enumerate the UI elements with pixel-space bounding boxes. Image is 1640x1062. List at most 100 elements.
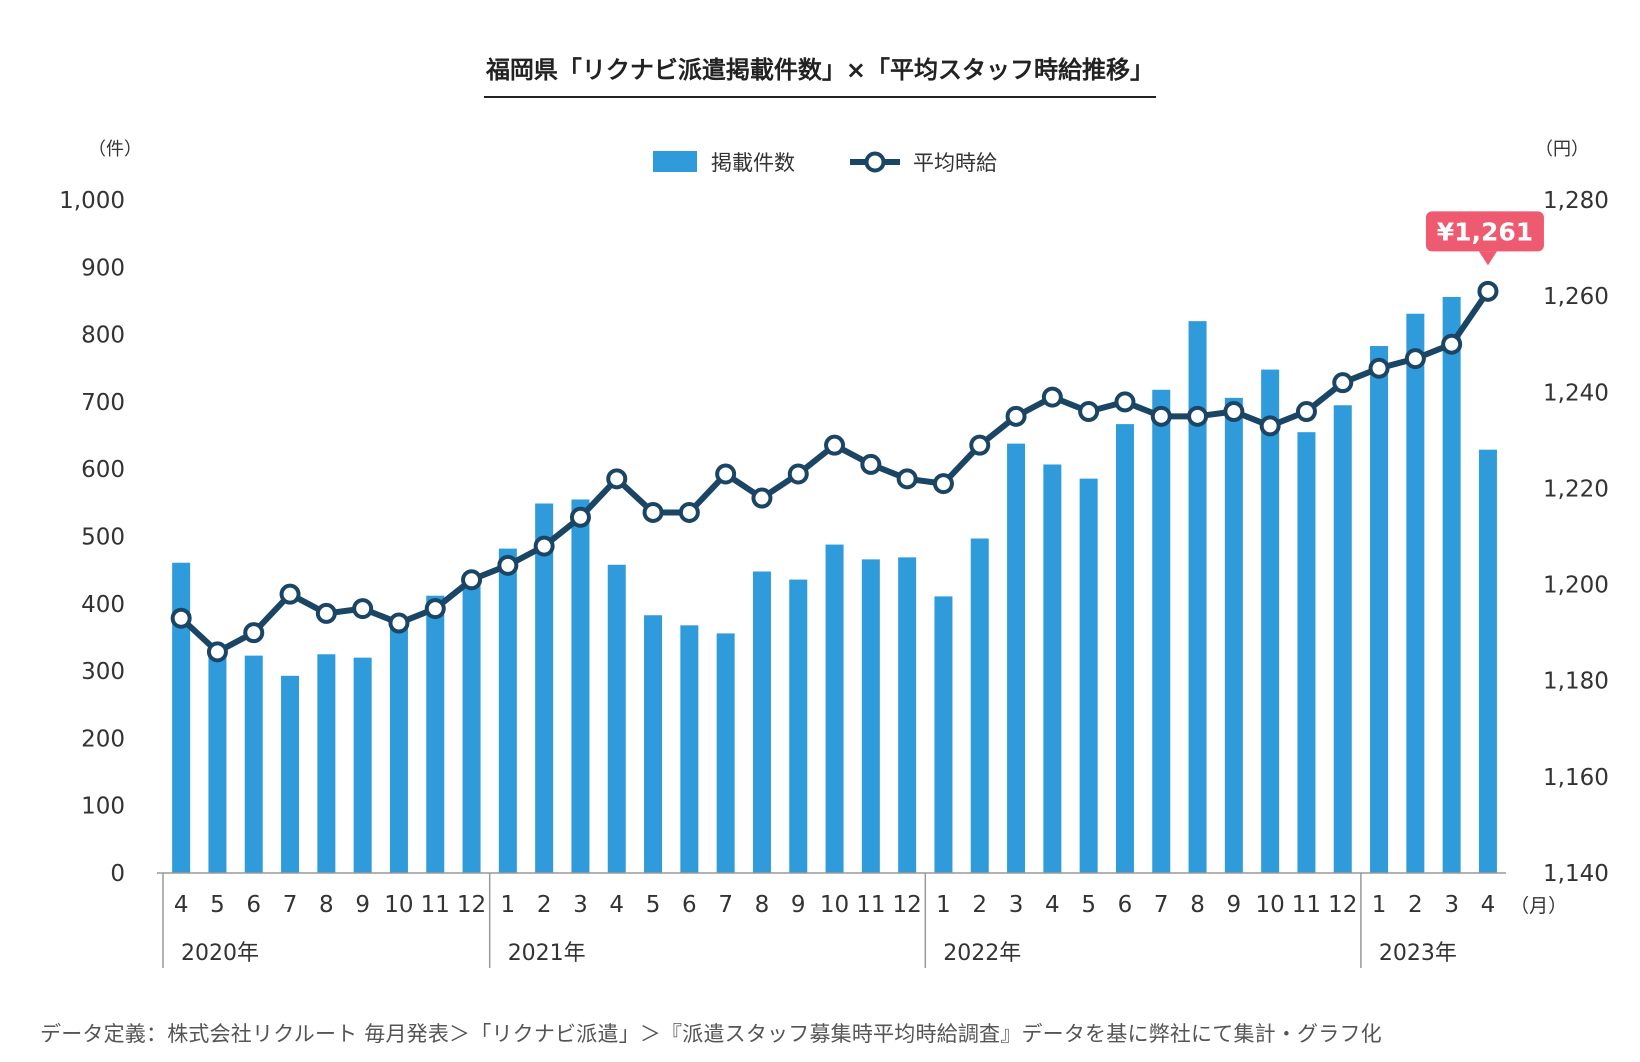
left-tick-label: 100 xyxy=(81,794,125,820)
legend-line-label: 平均時給 xyxy=(913,151,997,175)
bar xyxy=(934,596,953,873)
month-label: 10 xyxy=(1256,892,1285,918)
bar xyxy=(1370,346,1389,873)
month-label: 11 xyxy=(856,892,885,918)
bar xyxy=(607,564,626,873)
month-label: 4 xyxy=(174,892,189,918)
wage-point xyxy=(860,453,882,475)
bar xyxy=(389,625,408,873)
bar xyxy=(1406,313,1425,873)
legend-bar-label: 掲載件数 xyxy=(711,151,795,175)
wage-point xyxy=(497,554,519,576)
wage-point xyxy=(170,607,192,629)
footnote: データ定義：株式会社リクルート 毎月発表＞「リクナビ派遣」＞『派遣スタッフ募集時… xyxy=(40,1022,1382,1046)
right-tick-label: 1,200 xyxy=(1543,573,1609,599)
wage-point xyxy=(1150,405,1172,427)
left-tick-label: 500 xyxy=(81,525,125,551)
bar xyxy=(281,675,300,873)
month-label: 6 xyxy=(1118,892,1133,918)
bar xyxy=(1043,464,1062,873)
wage-point xyxy=(1114,391,1136,413)
month-label: 10 xyxy=(384,892,413,918)
bar xyxy=(1333,405,1352,873)
wage-point xyxy=(1005,405,1027,427)
wage-point xyxy=(751,487,773,509)
month-label: 4 xyxy=(1045,892,1060,918)
month-label: 7 xyxy=(283,892,298,918)
month-label: 1 xyxy=(501,892,516,918)
left-tick-label: 800 xyxy=(81,323,125,349)
wage-point xyxy=(279,583,301,605)
left-tick-label: 700 xyxy=(81,390,125,416)
bar xyxy=(1188,321,1207,873)
wage-point xyxy=(1477,280,1499,302)
wage-point xyxy=(352,598,374,620)
bar xyxy=(426,595,445,873)
month-label: 8 xyxy=(319,892,334,918)
wage-point xyxy=(787,463,809,485)
bar xyxy=(861,559,880,873)
legend-line-marker xyxy=(864,151,886,173)
month-label: 8 xyxy=(755,892,770,918)
bar xyxy=(825,544,844,873)
right-tick-label: 1,260 xyxy=(1543,284,1609,310)
bar xyxy=(1478,449,1497,873)
month-label: 7 xyxy=(1154,892,1169,918)
month-label: 10 xyxy=(820,892,849,918)
right-tick-label: 1,240 xyxy=(1543,380,1609,406)
bar xyxy=(1152,389,1171,873)
wage-point xyxy=(461,569,483,591)
month-label: 4 xyxy=(609,892,624,918)
month-label: 2 xyxy=(1408,892,1423,918)
wage-point xyxy=(1368,357,1390,379)
month-label: 5 xyxy=(210,892,225,918)
month-label: 5 xyxy=(646,892,661,918)
right-axis-unit: （円） xyxy=(1535,139,1589,160)
month-label: 2 xyxy=(537,892,552,918)
left-tick-label: 1,000 xyxy=(59,188,125,214)
right-tick-label: 1,180 xyxy=(1543,669,1609,695)
right-tick-label: 1,280 xyxy=(1543,188,1609,214)
x-axis-unit: （月） xyxy=(1510,895,1567,917)
wage-point xyxy=(1041,386,1063,408)
bar xyxy=(1261,369,1280,873)
wage-point xyxy=(206,641,228,663)
month-label: 12 xyxy=(457,892,486,918)
bar xyxy=(644,615,663,873)
bar xyxy=(462,582,481,873)
bar xyxy=(1115,424,1134,873)
bar xyxy=(716,633,735,873)
bar xyxy=(1297,432,1316,873)
wage-point xyxy=(606,468,628,490)
chart-title: 福岡県「リクナビ派遣掲載件数」×「平均スタッフ時給推移」 xyxy=(0,50,1640,98)
bar xyxy=(752,571,771,873)
month-label: 3 xyxy=(1444,892,1459,918)
month-label: 1 xyxy=(936,892,951,918)
month-label: 9 xyxy=(791,892,806,918)
wage-point xyxy=(1223,401,1245,423)
callout-box xyxy=(1425,211,1544,252)
year-label: 2022年 xyxy=(943,941,1021,966)
wage-point xyxy=(1404,348,1426,370)
year-label: 2021年 xyxy=(508,941,586,966)
left-tick-label: 300 xyxy=(81,659,125,685)
bar xyxy=(317,654,336,873)
bar xyxy=(244,655,263,873)
bar xyxy=(1079,478,1098,873)
left-tick-label: 900 xyxy=(81,255,125,281)
month-label: 9 xyxy=(355,892,370,918)
left-tick-label: 200 xyxy=(81,726,125,752)
month-label: 4 xyxy=(1481,892,1496,918)
month-label: 8 xyxy=(1190,892,1205,918)
wage-point xyxy=(824,434,846,456)
wage-point xyxy=(1441,333,1463,355)
legend-bar-swatch xyxy=(653,151,697,172)
month-label: 12 xyxy=(1328,892,1357,918)
right-tick-label: 1,160 xyxy=(1543,765,1609,791)
right-tick-label: 1,220 xyxy=(1543,476,1609,502)
callout-label: ¥1,261 xyxy=(1437,217,1533,246)
left-axis-unit: （件） xyxy=(88,139,142,160)
bar xyxy=(1224,397,1243,873)
wage-point xyxy=(569,506,591,528)
